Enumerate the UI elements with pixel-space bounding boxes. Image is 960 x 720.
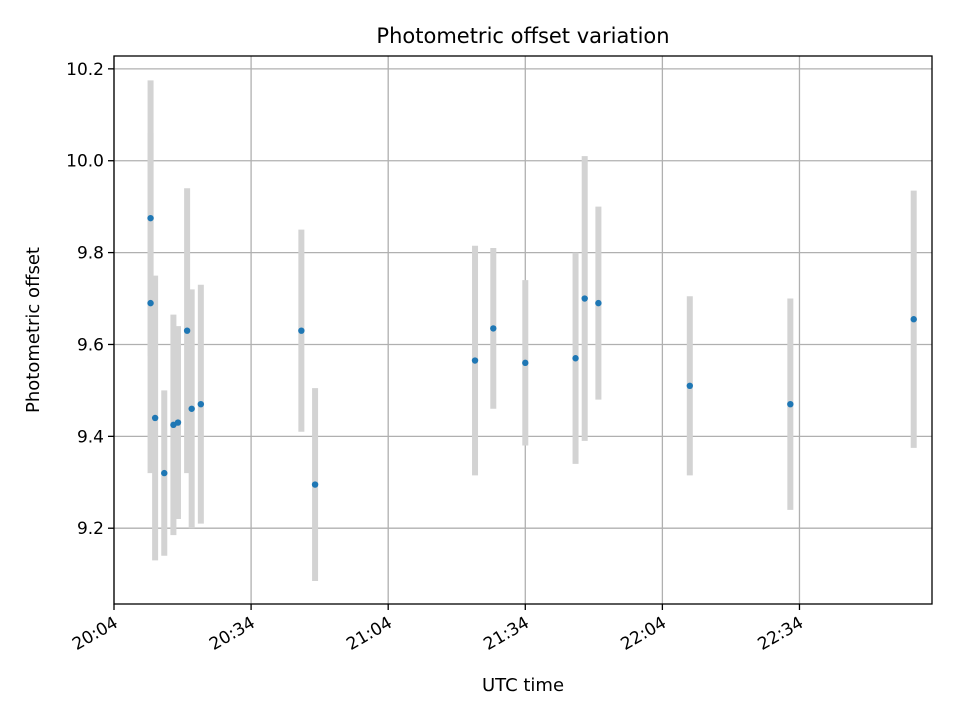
data-point <box>188 405 195 412</box>
data-point <box>581 295 588 302</box>
data-point <box>787 400 794 408</box>
data-point <box>151 414 159 422</box>
data-point <box>311 481 319 488</box>
y-tick-label: 10.2 <box>66 60 104 80</box>
data-point <box>147 299 154 307</box>
y-tick-label: 9.4 <box>77 427 104 447</box>
data-point <box>174 419 182 426</box>
chart-title: Photometric offset variation <box>376 24 669 48</box>
plot-data <box>147 80 917 582</box>
data-point <box>298 327 305 334</box>
data-point <box>686 382 693 390</box>
x-axis-title: UTC time <box>482 675 564 696</box>
data-point <box>595 299 602 307</box>
data-point <box>147 214 154 222</box>
data-point <box>161 469 168 477</box>
data-point <box>522 359 529 367</box>
data-point <box>910 316 917 323</box>
y-tick-label: 9.6 <box>77 335 104 355</box>
y-tick-label: 10.0 <box>66 152 104 172</box>
data-point <box>197 400 205 408</box>
y-axis-title: Photometric offset <box>23 247 44 413</box>
data-point <box>490 325 497 332</box>
data-point <box>183 327 191 334</box>
data-point <box>572 355 579 362</box>
y-tick-label: 9.2 <box>77 519 104 539</box>
data-point <box>471 357 479 364</box>
plot-area-frame <box>113 55 933 605</box>
y-tick-label: 9.8 <box>77 244 104 264</box>
